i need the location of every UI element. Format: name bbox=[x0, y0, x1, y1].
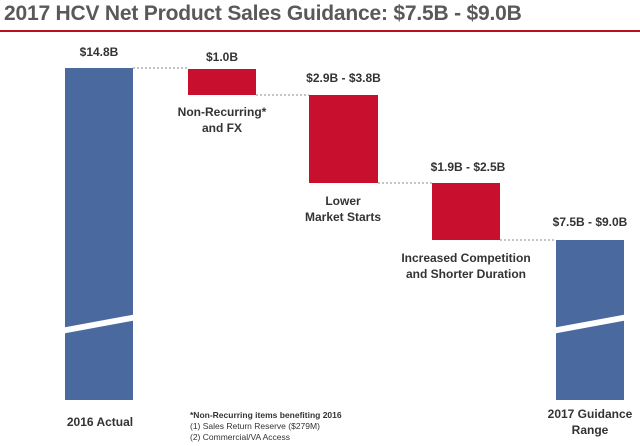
footnote: *Non-Recurring items benefiting 2016 (1)… bbox=[190, 410, 342, 443]
axis-break-mark bbox=[61, 314, 137, 334]
value-label: $7.5B - $9.0B bbox=[553, 215, 628, 229]
category-label: 2016 Actual bbox=[67, 415, 133, 429]
bar bbox=[188, 69, 256, 95]
bar bbox=[309, 95, 378, 183]
category-label: Increased Competition bbox=[401, 251, 530, 265]
footnote-heading: *Non-Recurring items benefiting 2016 bbox=[190, 410, 342, 420]
page-title: 2017 HCV Net Product Sales Guidance: $7.… bbox=[4, 2, 522, 25]
value-label: $2.9B - $3.8B bbox=[306, 71, 381, 85]
category-label: Market Starts bbox=[305, 210, 381, 224]
value-label: $1.0B bbox=[206, 50, 238, 64]
value-label: $1.9B - $2.5B bbox=[431, 160, 506, 174]
footnote-item: (2) Commercial/VA Access bbox=[190, 432, 290, 442]
title-divider bbox=[0, 30, 640, 32]
category-label: 2017 Guidance bbox=[548, 407, 633, 421]
axis-break-mark bbox=[552, 314, 628, 334]
category-label: and FX bbox=[202, 121, 242, 135]
category-label: Range bbox=[572, 423, 609, 437]
bar bbox=[65, 68, 133, 400]
category-label: and Shorter Duration bbox=[406, 267, 526, 281]
value-label: $14.8B bbox=[80, 45, 119, 59]
category-label: Lower bbox=[325, 194, 361, 208]
footnote-item: (1) Sales Return Reserve ($279M) bbox=[190, 421, 320, 431]
category-label: Non-Recurring* bbox=[178, 105, 267, 119]
bar bbox=[432, 183, 500, 240]
